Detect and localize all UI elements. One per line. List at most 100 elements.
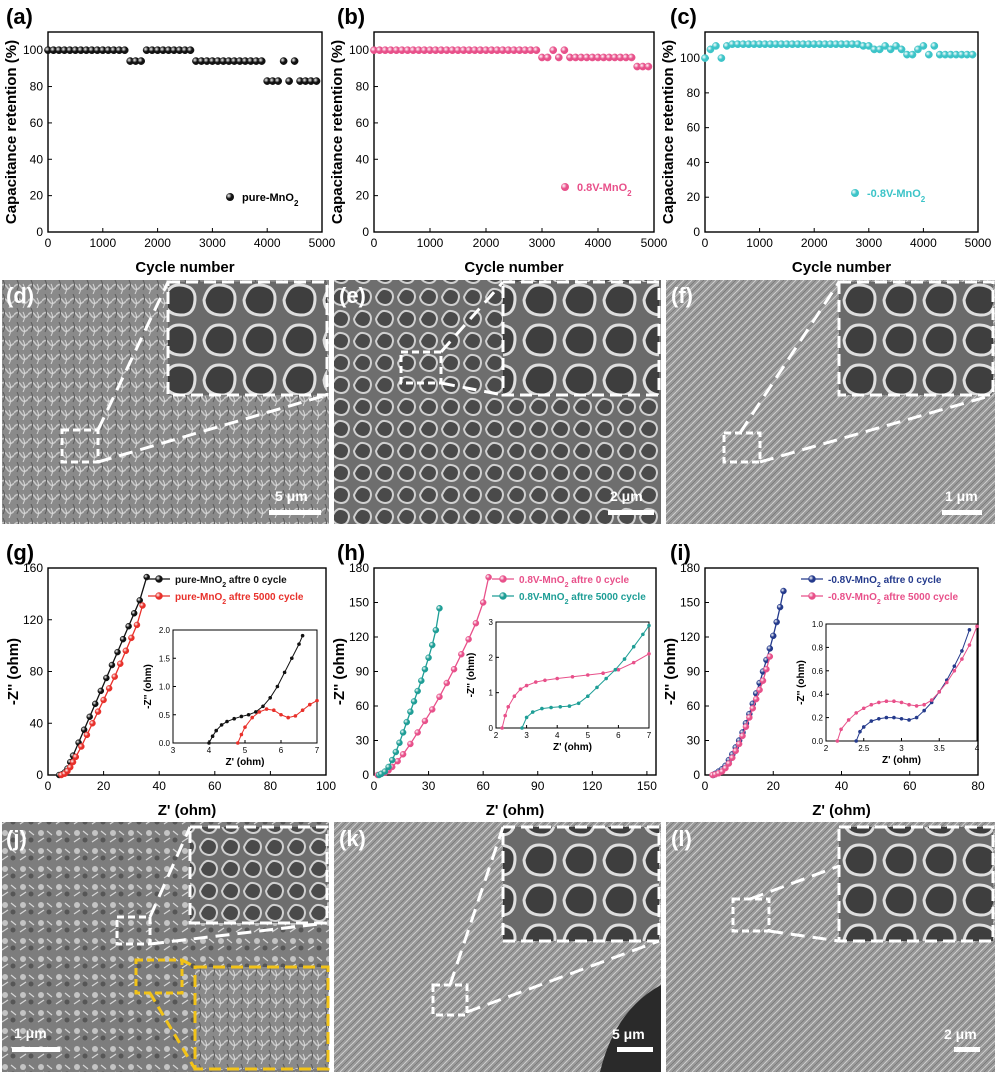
inset-data-point: [239, 732, 244, 737]
scale-bar: [942, 510, 982, 515]
x-tick-label: 40: [153, 779, 167, 793]
inset-data-point: [518, 687, 523, 691]
legend-marker: [155, 592, 163, 600]
inset-data-point: [647, 623, 651, 628]
data-point: [83, 731, 91, 739]
data-point: [717, 54, 726, 62]
y-tick-label: 100: [23, 43, 43, 57]
y-tick-label: 0.0: [812, 737, 824, 746]
plot-frame: [47, 31, 323, 233]
x-tick-label: 3000: [855, 236, 882, 250]
zoom-inset-box: [188, 825, 329, 925]
scale-bar: [269, 510, 321, 515]
inset-data-point: [225, 719, 229, 724]
inset-data-point: [604, 676, 608, 681]
inset-data-point: [869, 702, 874, 707]
y-tick-label: 0.0: [159, 739, 171, 748]
data-point: [712, 42, 720, 50]
plot-frame: [704, 31, 979, 233]
y-tick-label: 1: [489, 689, 494, 698]
data-point: [403, 718, 410, 726]
inset-y-axis-label: -Z'' (ohm): [143, 664, 154, 709]
sem-panel-j: (j) 1 μm: [2, 822, 330, 1072]
zoom-inset-box: [837, 825, 995, 943]
inset-data-point: [555, 676, 559, 681]
y-tick-label: 0.5: [159, 711, 171, 720]
inset-x-axis-label: Z' (ohm): [225, 757, 264, 768]
y-tick-label: 180: [680, 561, 700, 575]
panel-label-b: (b): [337, 4, 365, 29]
y-tick-label: 2.0: [159, 626, 171, 635]
data-point: [399, 751, 407, 758]
inset-data-point: [922, 702, 926, 707]
inset-data-point: [952, 669, 957, 673]
x-tick-label: 7: [647, 731, 652, 740]
y-tick-label: 100: [349, 43, 369, 57]
data-point: [930, 42, 939, 50]
inset-data-point: [232, 716, 236, 721]
x-tick-label: 0: [702, 779, 709, 793]
data-point: [418, 677, 425, 684]
inset-chart-h: 2 3 4 5 6 7 0 1 2 3 Z' (ohm) -Z'' (ohm): [466, 618, 652, 753]
plot-frame: [172, 629, 318, 744]
inset-data-point: [595, 685, 599, 690]
data-point: [78, 743, 85, 750]
data-point: [749, 705, 757, 712]
y-tick-label: 0: [36, 768, 43, 782]
data-point: [394, 757, 401, 765]
data-point: [392, 748, 400, 756]
data-point: [428, 706, 436, 713]
y-axis-label: -Z'' (ohm): [5, 638, 22, 705]
chart-c: 0 1000 2000 3000 4000 5000 0 20 40 60 80 100 Cycle n…: [660, 31, 992, 276]
data-point: [421, 665, 429, 673]
inset-data-point: [268, 696, 273, 700]
data-point: [766, 653, 774, 660]
y-axis-label: -Z'' (ohm): [662, 638, 679, 705]
data-point: [897, 45, 906, 54]
data-point: [97, 687, 105, 695]
legend-label: -0.8V-MnO2: [867, 188, 926, 204]
inset-data-point: [243, 725, 247, 729]
inset-data-point: [647, 652, 651, 656]
data-point: [864, 42, 873, 50]
x-axis-label: Cycle number: [792, 259, 891, 276]
scale-bar: [954, 1047, 980, 1052]
data-point: [414, 687, 421, 695]
data-point: [421, 717, 429, 725]
x-tick-label: 2000: [801, 236, 828, 250]
data-point: [186, 46, 195, 55]
x-tick-label: 60: [208, 779, 222, 793]
data-point: [285, 77, 293, 85]
x-tick-label: 0: [702, 236, 709, 250]
y-tick-label: 0: [362, 768, 369, 782]
y-tick-label: 120: [680, 630, 700, 644]
inset-y-axis-label: -Z'' (ohm): [796, 660, 807, 705]
data-point: [279, 57, 288, 65]
inset-data-point: [503, 713, 507, 718]
y-axis-label: Capacitance retention (%): [329, 40, 346, 224]
data-point: [92, 700, 99, 708]
inset-data-point: [261, 704, 265, 709]
inset-data-point: [945, 680, 949, 685]
inset-data-point: [877, 700, 881, 705]
inset-data-point: [500, 726, 504, 730]
y-tick-label: 20: [356, 189, 370, 203]
x-tick-label: 20: [767, 779, 781, 793]
data-point: [742, 723, 750, 730]
y-tick-label: 60: [687, 699, 701, 713]
scale-bar-label: 5 μm: [612, 1026, 645, 1042]
data-point: [465, 636, 472, 643]
plot-frame: [373, 31, 655, 233]
data-point: [729, 754, 736, 761]
y-tick-label: 60: [30, 116, 44, 130]
data-point: [80, 726, 88, 733]
inset-data-point: [512, 694, 517, 698]
x-tick-label: 30: [422, 779, 436, 793]
data-point: [436, 605, 443, 612]
x-tick-label: 100: [316, 779, 336, 793]
data-point: [914, 45, 922, 54]
panel-label-j: (j): [6, 826, 27, 851]
panel-label-e: (e): [339, 283, 366, 308]
legend-label: pure-MnO2: [242, 192, 299, 208]
data-point: [425, 654, 432, 661]
